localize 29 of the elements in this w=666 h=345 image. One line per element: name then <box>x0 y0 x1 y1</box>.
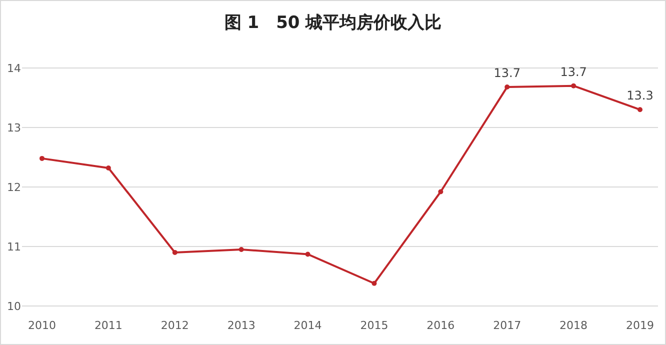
y-tick-label: 10 <box>7 300 21 313</box>
point <box>106 165 111 170</box>
data-label: 13.7 <box>560 64 587 79</box>
point <box>438 189 444 194</box>
y-tick-label: 14 <box>7 62 21 75</box>
x-tick-label: 2017 <box>493 319 522 332</box>
x-tick-label: 2014 <box>294 319 322 332</box>
point <box>172 250 178 255</box>
chart-title: 图 1 50 城平均房价收入比 <box>224 13 442 33</box>
point <box>238 246 244 252</box>
y-tick-label: 13 <box>7 122 21 134</box>
point <box>504 84 510 90</box>
data-label: 13.7 <box>494 66 520 80</box>
y-tick-label: 11 <box>7 240 21 254</box>
point <box>40 156 44 161</box>
point <box>571 83 576 88</box>
point <box>372 280 377 286</box>
x-tick-label: 2015 <box>360 319 388 332</box>
x-tick-label: 2012 <box>160 319 189 332</box>
x-tick-label: 2019 <box>626 319 654 332</box>
point <box>638 107 642 112</box>
x-tick-label: 2018 <box>560 319 588 332</box>
x-tick-label: 2010 <box>28 319 56 332</box>
x-tick-label: 2016 <box>426 319 455 332</box>
data-label: 13.3 <box>626 88 654 103</box>
y-tick-label: 12 <box>7 181 21 194</box>
point <box>305 252 310 257</box>
x-tick-label: 2013 <box>227 319 256 332</box>
x-tick-label: 2011 <box>94 319 122 332</box>
